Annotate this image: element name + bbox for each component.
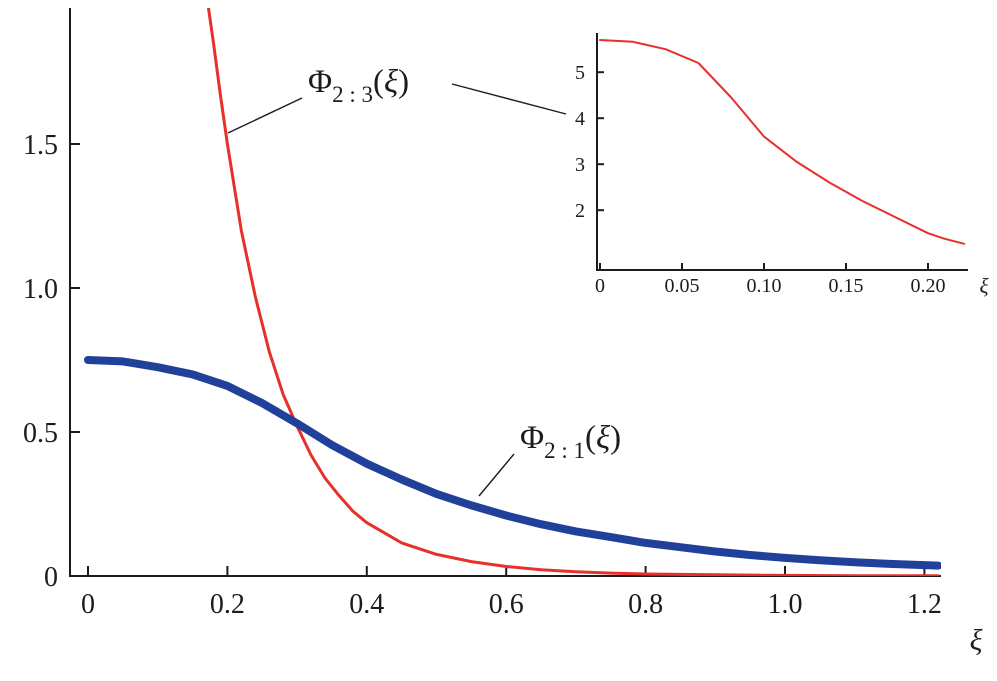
main-y-tick-label: 0.5 xyxy=(23,418,58,449)
phi-2-3-label-leader-line xyxy=(451,83,567,115)
inset-curve-0 xyxy=(599,39,966,245)
phi-2-3-label-leader-line xyxy=(227,97,303,134)
inset-x-tick-label: 0.05 xyxy=(665,275,700,297)
inset-x-tick-label: 0.15 xyxy=(829,275,864,297)
inset-y-tick-label: 4 xyxy=(575,108,585,130)
inset-y-ticks: 2 3 4 5 xyxy=(575,62,604,222)
main-x-tick-label: 0.4 xyxy=(349,589,384,620)
main-y-ticks: 0 0.5 1.0 1.5 xyxy=(23,130,80,593)
inset-plot: 0 0.05 0.10 0.15 0.20 2 3 4 5 ξ xyxy=(575,33,989,298)
main-x-tick-label: 1.2 xyxy=(907,589,942,620)
main-curve-1 xyxy=(84,356,941,570)
phi-2-1-label-leader-line xyxy=(478,453,515,497)
main-y-tick-label: 0 xyxy=(44,562,58,593)
inset-axes xyxy=(596,33,968,271)
inset-x-tick-label: 0 xyxy=(595,275,605,297)
inset-y-tick-label: 2 xyxy=(575,200,585,222)
inset-y-tick-label: 5 xyxy=(575,62,585,84)
phi-2-3-label: Φ2 : 3(ξ) xyxy=(308,64,409,107)
main-x-axis-label: ξ xyxy=(970,624,983,657)
inset-y-tick-label: 3 xyxy=(575,154,585,176)
main-y-tick-label: 1.0 xyxy=(23,274,58,305)
main-x-tick-label: 0.8 xyxy=(628,589,663,620)
main-x-tick-label: 1.0 xyxy=(768,589,803,620)
main-x-tick-label: 0.2 xyxy=(210,589,245,620)
inset-x-tick-label: 0.10 xyxy=(747,275,782,297)
phi-2-1-label: Φ2 : 1(ξ) xyxy=(520,420,621,463)
inset-x-axis-label: ξ xyxy=(980,274,989,298)
main-curve-0 xyxy=(206,8,940,576)
main-x-tick-label: 0.6 xyxy=(489,589,524,620)
main-y-tick-label: 1.5 xyxy=(23,130,58,161)
main-x-tick-label: 0 xyxy=(81,589,95,620)
main-plot: 0 0.2 0.4 0.6 0.8 1.0 1.2 0 0.5 1.0 1.5 ξ Φ2 : 3(ξ) Φ… xyxy=(23,8,983,657)
inset-x-ticks: 0 0.05 0.10 0.15 0.20 xyxy=(595,263,946,297)
inset-x-tick-label: 0.20 xyxy=(911,275,946,297)
